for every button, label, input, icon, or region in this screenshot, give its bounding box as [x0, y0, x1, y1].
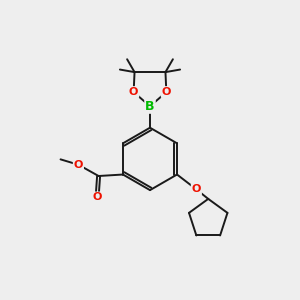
Text: O: O [192, 184, 201, 194]
Text: B: B [145, 100, 155, 113]
Text: O: O [129, 87, 138, 97]
Text: O: O [74, 160, 83, 170]
Text: O: O [92, 192, 102, 203]
Text: O: O [162, 87, 171, 97]
